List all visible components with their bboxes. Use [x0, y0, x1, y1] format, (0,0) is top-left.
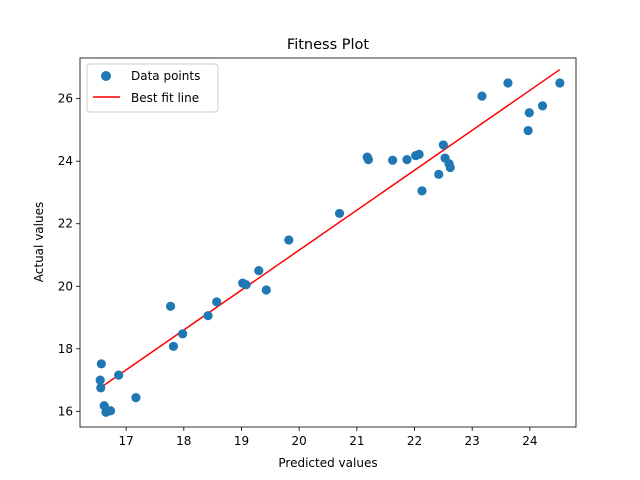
data-point: [254, 266, 264, 276]
data-point: [438, 140, 448, 150]
data-point: [212, 297, 222, 307]
x-axis-label: Predicted values: [278, 456, 377, 470]
legend: Data points Best fit line: [86, 63, 219, 113]
legend-box: [86, 63, 219, 113]
y-tick-label: 26: [58, 92, 73, 106]
legend-label-best-fit-line: Best fit line: [131, 91, 199, 105]
data-point: [334, 208, 345, 219]
x-tick-label: 17: [118, 434, 133, 448]
data-point: [178, 329, 188, 339]
data-point: [165, 301, 176, 311]
x-tick-label: 20: [292, 434, 307, 448]
y-axis-label: Actual values: [32, 202, 46, 282]
chart-title: Fitness Plot: [287, 37, 369, 53]
data-point: [114, 370, 124, 380]
x-tick-label: 22: [407, 434, 422, 448]
data-point: [363, 155, 373, 165]
y-tick-label: 24: [58, 154, 73, 168]
data-point: [417, 186, 427, 196]
data-point: [445, 162, 455, 173]
x-tick-label: 21: [349, 434, 364, 448]
legend-label-data-points: Data points: [131, 69, 200, 83]
data-point: [555, 78, 565, 88]
data-point: [477, 91, 487, 101]
data-point: [95, 375, 105, 385]
data-point: [387, 155, 398, 165]
data-point: [537, 101, 548, 111]
data-point: [203, 311, 213, 321]
y-tick-label: 22: [58, 217, 73, 231]
data-point: [503, 78, 513, 88]
x-tick-label: 23: [465, 434, 480, 448]
data-point: [168, 341, 179, 351]
x-axis-ticks: 17 18 19 20 21 22 23 24: [118, 427, 538, 448]
x-tick-label: 19: [234, 434, 249, 448]
data-point: [96, 383, 106, 393]
data-point: [434, 169, 444, 179]
data-point: [414, 149, 424, 159]
best-fit-line: [99, 68, 561, 389]
data-point: [261, 285, 271, 295]
data-point: [402, 155, 412, 165]
data-point: [96, 359, 106, 369]
data-point: [523, 125, 533, 136]
data-point: [241, 280, 251, 290]
x-tick-label: 24: [522, 434, 537, 448]
x-tick-label: 18: [176, 434, 191, 448]
legend-marker-data-points: [101, 71, 111, 81]
y-tick-label: 18: [58, 342, 73, 356]
y-tick-label: 20: [58, 279, 73, 293]
data-points-group: [95, 78, 565, 417]
data-point: [284, 235, 294, 245]
y-axis-ticks: 16 18 20 22 24 26: [58, 92, 80, 418]
y-tick-label: 16: [58, 404, 73, 418]
plot-frame: [79, 57, 577, 428]
best-fit-line-group: [99, 68, 561, 389]
data-point: [524, 108, 534, 118]
plot-area: [80, 58, 576, 427]
data-point: [105, 406, 116, 416]
data-point: [131, 393, 141, 403]
